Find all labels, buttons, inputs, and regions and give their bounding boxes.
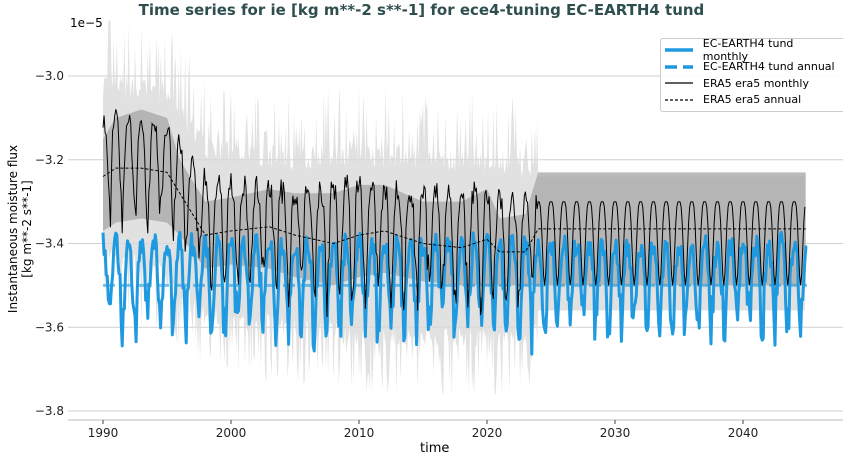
x-tick-label: 1990 (88, 426, 119, 440)
legend-label: EC-EARTH4 tund monthly (702, 37, 794, 64)
legend-swatch (665, 48, 693, 52)
y-tick-label: −3.0 (35, 69, 64, 83)
chart-title: Time series for ie [kg m**-2 s**-1] for … (138, 1, 705, 19)
x-tick-label: 2040 (728, 426, 759, 440)
x-axis-label: time (420, 441, 450, 456)
x-tick-label: 2010 (344, 426, 375, 440)
x-tick-label: 2020 (472, 426, 503, 440)
y-tick-label: −3.6 (35, 320, 64, 334)
legend-label: ERA5 era5 annual (703, 93, 802, 107)
legend-item: ERA5 era5 annual (665, 92, 841, 109)
legend-swatch (665, 99, 693, 101)
y-offset-label: 1e−5 (70, 16, 103, 30)
legend-swatch (665, 65, 693, 69)
era5-annual-spread-band (103, 109, 806, 286)
legend-item: EC-EARTH4 tund annual (665, 59, 841, 76)
ec-earth4-monthly-line (101, 230, 808, 356)
era5-annual-line (102, 167, 806, 253)
y-tick-label: −3.4 (35, 237, 64, 251)
legend-item: EC-EARTH4 tund monthly (665, 37, 841, 63)
legend-swatch (665, 82, 693, 84)
era5-monthly-line (102, 109, 806, 318)
legend-label: EC-EARTH4 tund annual (703, 60, 835, 74)
y-tick-label: −3.2 (35, 153, 64, 167)
y-tick-label: −3.8 (35, 404, 64, 418)
legend-item: ERA5 era5 monthly (665, 75, 841, 92)
x-tick-label: 2030 (600, 426, 631, 440)
legend-label: ERA5 era5 monthly (703, 76, 809, 90)
legend: EC-EARTH4 tund monthly EC-EARTH4 tund an… (660, 37, 843, 112)
x-tick-label: 2000 (216, 426, 247, 440)
